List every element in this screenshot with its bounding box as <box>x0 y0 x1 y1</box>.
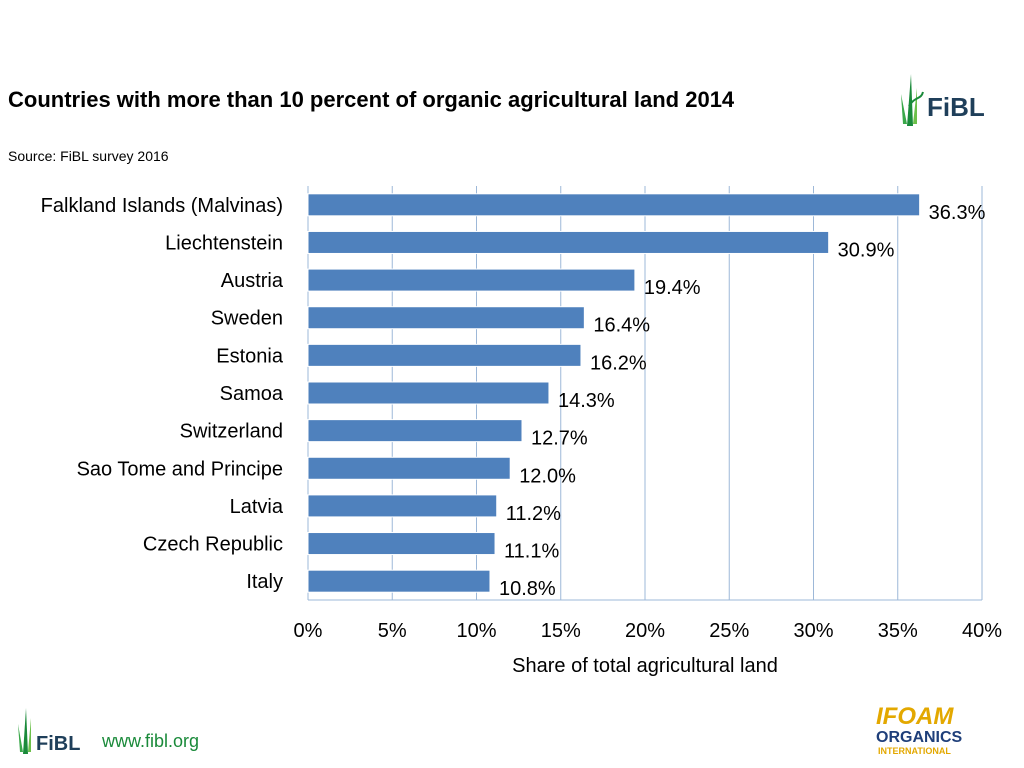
x-tick-label: 25% <box>709 620 749 642</box>
data-label: 12.7% <box>531 428 588 450</box>
x-tick-label: 10% <box>456 620 496 642</box>
bar-6 <box>307 419 523 443</box>
bar-8 <box>307 494 498 518</box>
footer-url[interactable]: www.fibl.org <box>102 731 200 751</box>
category-label: Czech Republic <box>143 534 283 556</box>
fibl-logo-text: FiBL <box>927 92 985 122</box>
category-label: Latvia <box>230 496 284 518</box>
category-label: Liechtenstein <box>165 232 283 254</box>
data-label: 11.2% <box>506 503 561 525</box>
x-tick-label: 20% <box>625 620 665 642</box>
data-label: 19.4% <box>644 277 701 299</box>
x-tick-label: 0% <box>294 620 323 642</box>
data-label: 36.3% <box>929 202 986 224</box>
ifoam-logo-text: IFOAM <box>876 703 954 730</box>
bar-9 <box>307 532 496 556</box>
fibl-logo-top: FiBL <box>901 74 985 126</box>
category-label: Italy <box>246 571 283 593</box>
x-axis-label: Share of total agricultural land <box>512 655 778 677</box>
category-label: Switzerland <box>180 421 283 443</box>
bar-7 <box>307 456 511 480</box>
data-label: 30.9% <box>838 239 895 261</box>
bar-4 <box>307 343 582 367</box>
data-label: 12.0% <box>519 465 576 487</box>
bar-2 <box>307 268 636 292</box>
category-label: Falkland Islands (Malvinas) <box>41 195 283 217</box>
x-tick-label: 30% <box>793 620 833 642</box>
bar-chart: Falkland Islands (Malvinas) Liechtenstein… <box>41 186 1002 677</box>
data-label: 14.3% <box>558 390 615 412</box>
data-label: 11.1% <box>504 541 559 563</box>
ifoam-logo: IFOAM ORGANICS INTERNATIONAL <box>876 703 963 756</box>
data-label: 16.4% <box>593 315 650 337</box>
x-tick-label: 15% <box>541 620 581 642</box>
bar-0 <box>307 193 921 217</box>
category-label: Samoa <box>220 383 284 405</box>
bar-10 <box>307 569 491 593</box>
bar-1 <box>307 230 830 254</box>
data-label: 16.2% <box>590 352 647 374</box>
ifoam-international-text: INTERNATIONAL <box>878 746 951 756</box>
bar-3 <box>307 306 585 330</box>
bar-5 <box>307 381 550 405</box>
ifoam-organics-text: ORGANICS <box>876 729 963 746</box>
data-label: 10.8% <box>499 578 556 600</box>
x-tick-label: 35% <box>878 620 918 642</box>
x-tick-label: 40% <box>962 620 1002 642</box>
category-label: Estonia <box>216 345 284 367</box>
category-label: Sweden <box>211 308 283 330</box>
fibl-leaf-icon <box>18 708 31 754</box>
chart-title: Countries with more than 10 percent of o… <box>8 87 735 112</box>
category-label: Austria <box>221 270 284 292</box>
fibl-logo-text: FiBL <box>36 733 80 755</box>
fibl-leaf-icon <box>901 74 924 126</box>
x-tick-label: 5% <box>378 620 407 642</box>
chart-source: Source: FiBL survey 2016 <box>8 148 169 164</box>
category-label: Sao Tome and Principe <box>77 458 283 480</box>
fibl-logo-bottom: FiBL <box>18 708 80 755</box>
